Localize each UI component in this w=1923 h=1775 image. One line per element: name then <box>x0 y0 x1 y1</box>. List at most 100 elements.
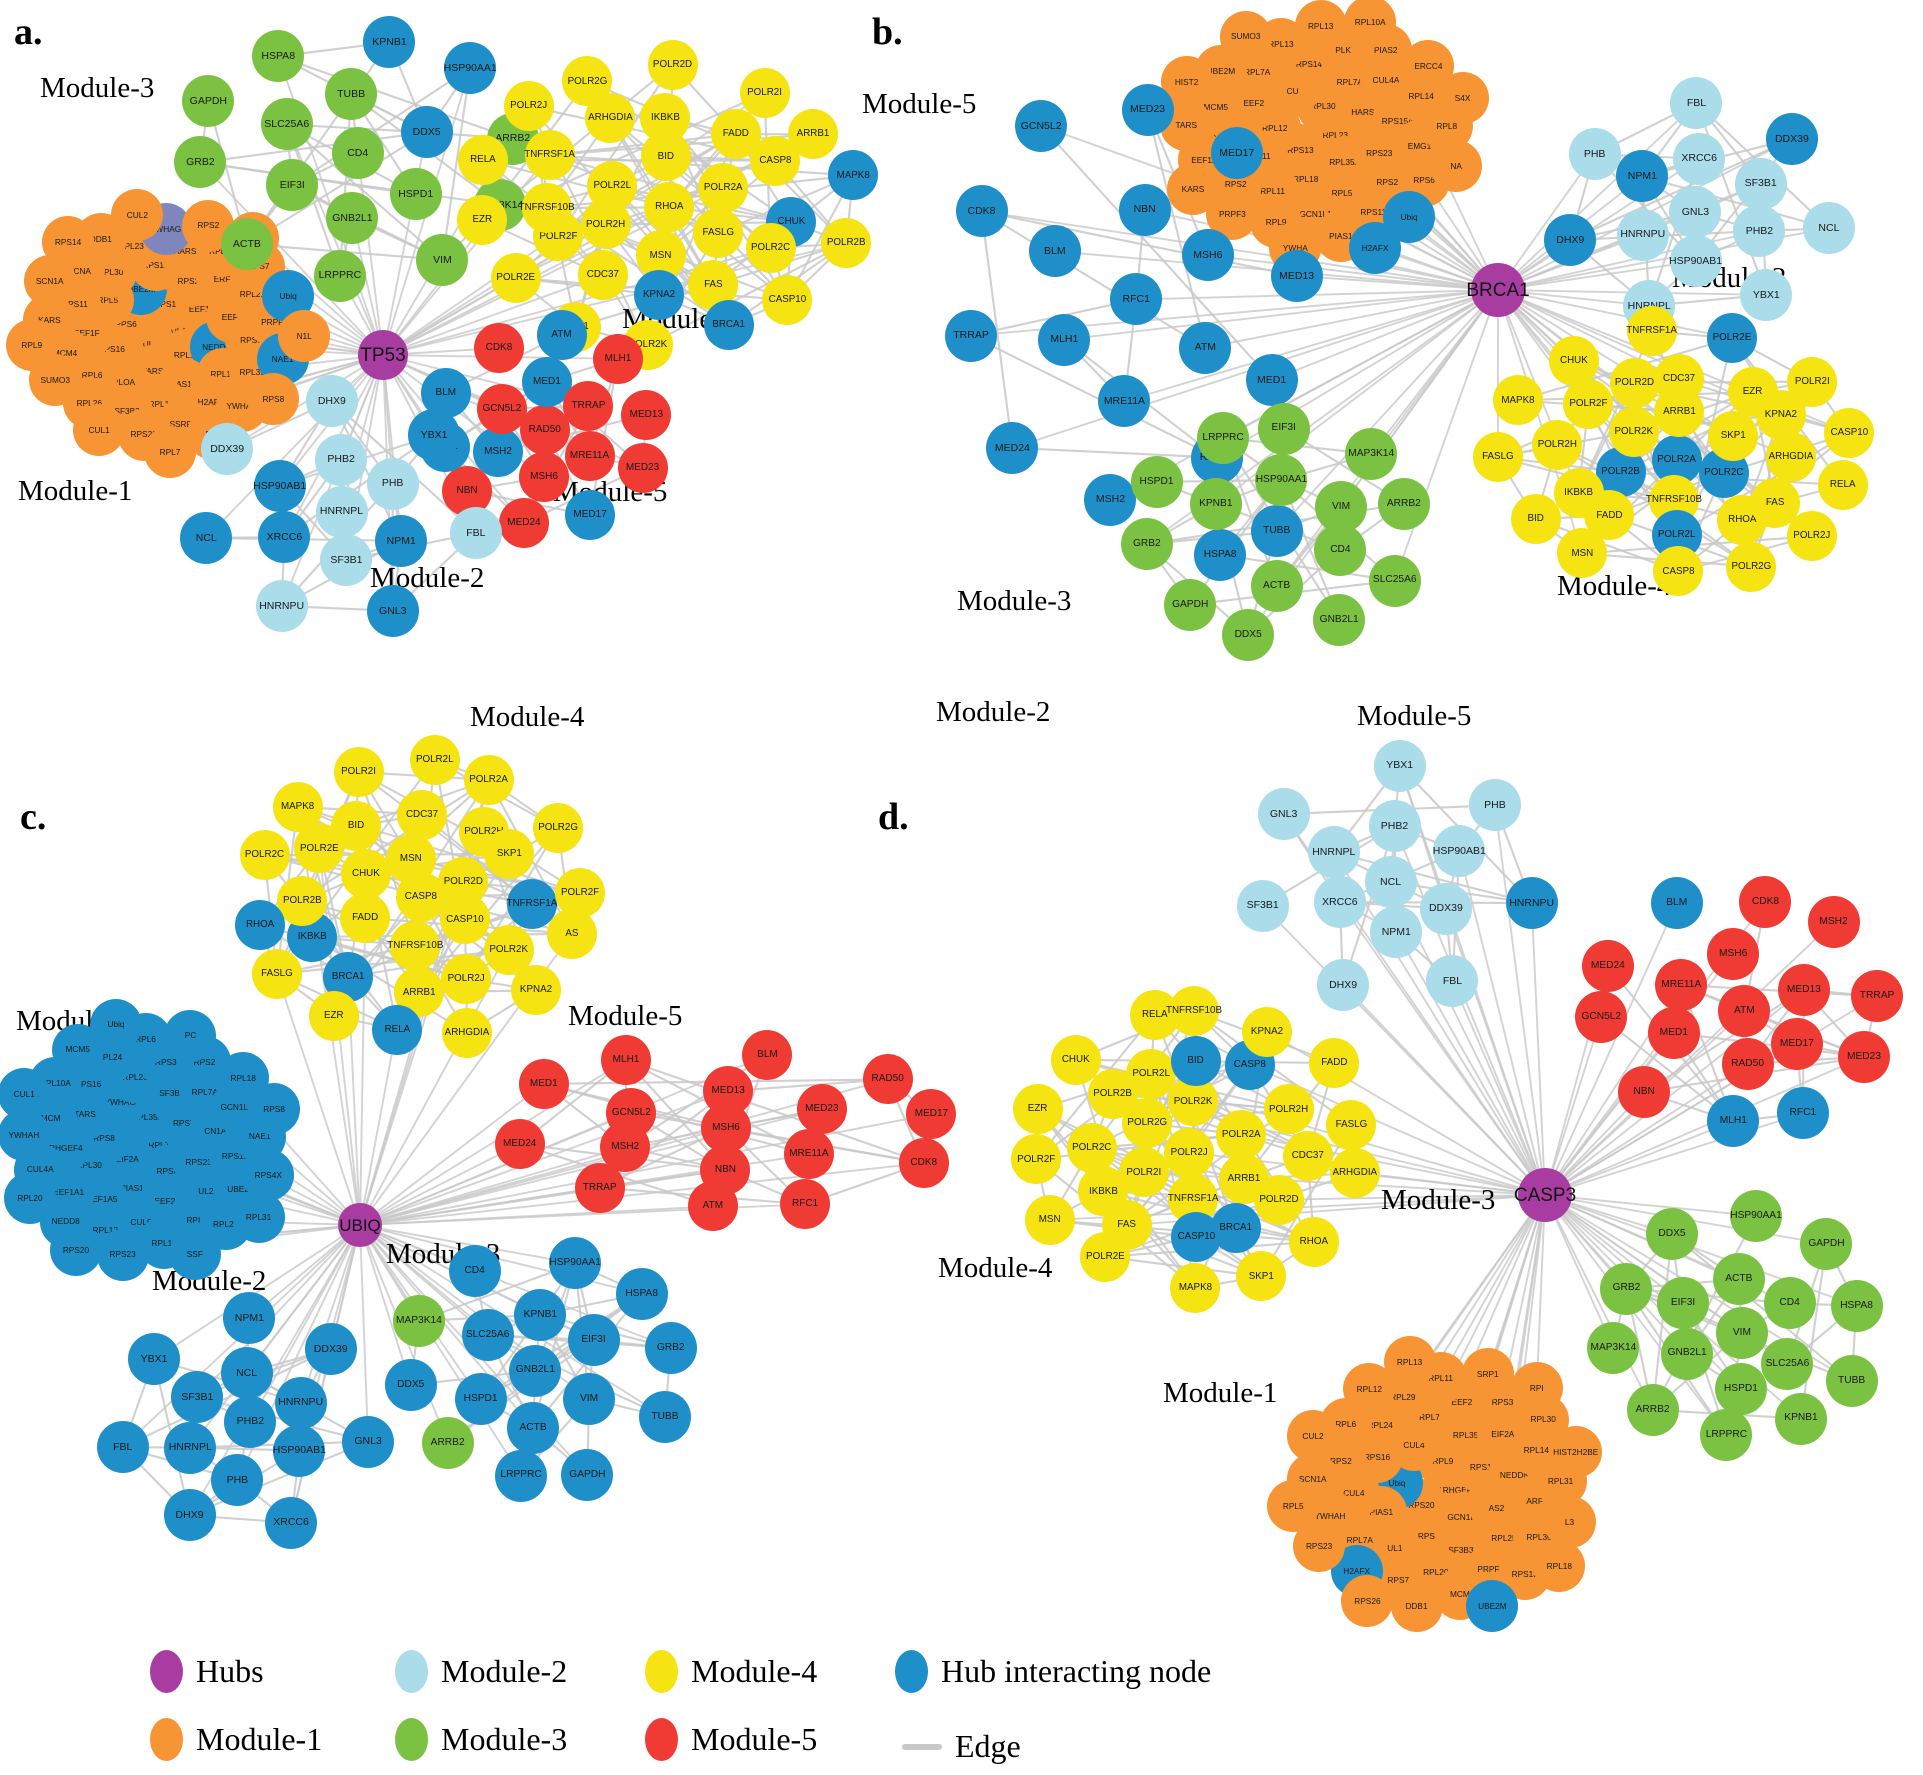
gene-node-CASP10[interactable]: CASP10 <box>1824 408 1875 459</box>
gene-node-HSPA8[interactable]: HSPA8 <box>252 30 305 83</box>
gene-node-IKBKB[interactable]: IKBKB <box>640 92 691 143</box>
gene-node-DDX39[interactable]: DDX39 <box>304 1323 357 1375</box>
gene-node-YBX1[interactable]: YBX1 <box>1373 739 1426 792</box>
gene-node-PHB[interactable]: PHB <box>1468 779 1521 832</box>
gene-node-CD4[interactable]: CD4 <box>1763 1277 1816 1330</box>
gene-node-S4X[interactable]: S4X <box>1436 72 1489 125</box>
gene-node-DHX9[interactable]: DHX9 <box>163 1489 216 1542</box>
gene-node-CDK8[interactable]: CDK8 <box>955 185 1008 238</box>
gene-node-AS[interactable]: AS <box>546 908 597 959</box>
gene-node-MED23[interactable]: MED23 <box>617 442 668 493</box>
gene-node-FASLG[interactable]: FASLG <box>1326 1100 1377 1150</box>
gene-node-SF3B1[interactable]: SF3B1 <box>1236 879 1289 932</box>
gene-node-HSP90AA1[interactable]: HSP90AA1 <box>549 1237 602 1290</box>
gene-node-CASP10[interactable]: CASP10 <box>762 275 813 326</box>
gene-node-FBL[interactable]: FBL <box>1670 77 1723 130</box>
gene-node-GNB2L1[interactable]: GNB2L1 <box>1661 1327 1714 1380</box>
gene-node-KPNA2[interactable]: KPNA2 <box>511 965 561 1016</box>
gene-node-CASP8[interactable]: CASP8 <box>1653 546 1704 597</box>
gene-node-ARRB2[interactable]: ARRB2 <box>421 1416 474 1469</box>
gene-node-SF3B1[interactable]: SF3B1 <box>171 1370 224 1423</box>
gene-node-CD4[interactable]: CD4 <box>448 1245 501 1298</box>
gene-node-HNRNPL[interactable]: HNRNPL <box>1307 826 1360 879</box>
gene-node-MED13[interactable]: MED13 <box>621 389 672 440</box>
gene-node-NA[interactable]: NA <box>1430 140 1483 193</box>
gene-node-KPNA2[interactable]: KPNA2 <box>634 270 685 321</box>
gene-node-FBL[interactable]: FBL <box>1426 955 1479 1008</box>
gene-node-MED17[interactable]: MED17 <box>1210 127 1263 180</box>
gene-node-POLR2E[interactable]: POLR2E <box>1080 1231 1131 1282</box>
gene-node-CD4[interactable]: CD4 <box>331 127 384 180</box>
gene-node-RPI[interactable]: RPI <box>1510 1361 1563 1414</box>
gene-node-XRCC6[interactable]: XRCC6 <box>258 511 311 564</box>
gene-node-TRRAP[interactable]: TRRAP <box>563 380 614 431</box>
gene-node-RPL31[interactable]: RPL31 <box>232 1191 285 1244</box>
gene-node-POLR2I[interactable]: POLR2I <box>333 747 384 798</box>
gene-node-HSPA8[interactable]: HSPA8 <box>1830 1279 1883 1332</box>
gene-node-MED17[interactable]: MED17 <box>565 490 616 541</box>
gene-node-VIM[interactable]: VIM <box>1315 480 1368 533</box>
gene-node-MED1[interactable]: MED1 <box>1245 354 1298 407</box>
gene-node-TNFRSF1A[interactable]: TNFRSF1A <box>1626 306 1677 357</box>
gene-node-TRRAP[interactable]: TRRAP <box>1851 970 1904 1023</box>
gene-node-DHX9[interactable]: DHX9 <box>1544 214 1597 267</box>
gene-node-LRPPRC[interactable]: LRPPRC <box>1700 1409 1753 1462</box>
gene-node-PHB2[interactable]: PHB2 <box>315 433 368 486</box>
gene-node-ARRB2[interactable]: ARRB2 <box>1377 477 1430 530</box>
gene-node-MLH1[interactable]: MLH1 <box>592 333 643 384</box>
gene-node-BLM[interactable]: BLM <box>1650 877 1703 930</box>
gene-node-KARS[interactable]: KARS <box>1166 163 1219 216</box>
gene-node-CDC37[interactable]: CDC37 <box>1282 1130 1333 1181</box>
gene-node-GRB2[interactable]: GRB2 <box>644 1321 697 1374</box>
gene-node-POLR2D[interactable]: POLR2D <box>1253 1174 1304 1225</box>
gene-node-MAP3K14[interactable]: MAP3K14 <box>1345 427 1398 480</box>
gene-node-POLR2D[interactable]: POLR2D <box>647 40 698 91</box>
gene-node-CDC37[interactable]: CDC37 <box>577 250 628 301</box>
hub-node-UBIQ[interactable]: UBIQ <box>338 1203 382 1247</box>
gene-node-RFC1[interactable]: RFC1 <box>780 1179 831 1230</box>
gene-node-MED23[interactable]: MED23 <box>1121 83 1174 136</box>
gene-node-MED24[interactable]: MED24 <box>498 497 549 548</box>
gene-node-MSH2[interactable]: MSH2 <box>1807 896 1860 949</box>
gene-node-RAD50[interactable]: RAD50 <box>519 404 570 455</box>
gene-node-EZR[interactable]: EZR <box>457 195 508 246</box>
gene-node-NCL[interactable]: NCL <box>1364 856 1417 909</box>
gene-node-HNRNPL[interactable]: HNRNPL <box>315 485 368 538</box>
gene-node-MED13[interactable]: MED13 <box>703 1066 754 1117</box>
gene-node-POLR2J[interactable]: POLR2J <box>441 953 492 1004</box>
gene-node-TUBB[interactable]: TUBB <box>1250 505 1303 558</box>
gene-node-ATM[interactable]: ATM <box>687 1181 738 1232</box>
gene-node-UBE2M[interactable]: UBE2M <box>1466 1579 1519 1632</box>
gene-node-KPNB1[interactable]: KPNB1 <box>1189 478 1242 531</box>
gene-node-SUMO3[interactable]: SUMO3 <box>1219 10 1272 63</box>
gene-node-SLC25A6[interactable]: SLC25A6 <box>260 98 313 151</box>
gene-node-KPNB1[interactable]: KPNB1 <box>1775 1392 1827 1445</box>
gene-node-H2AFX[interactable]: H2AFX <box>1349 221 1402 274</box>
gene-node-LRPPRC[interactable]: LRPPRC <box>495 1449 548 1502</box>
gene-node-POLR2A[interactable]: POLR2A <box>1216 1109 1267 1160</box>
gene-node-POLR2L[interactable]: POLR2L <box>587 161 638 212</box>
gene-node-LRPPRC[interactable]: LRPPRC <box>1197 411 1250 464</box>
gene-node-GRB2[interactable]: GRB2 <box>174 136 227 189</box>
gene-node-MED1[interactable]: MED1 <box>518 1058 569 1109</box>
gene-node-BLM[interactable]: BLM <box>742 1029 793 1080</box>
gene-node-GCN5L2[interactable]: GCN5L2 <box>606 1087 657 1138</box>
gene-node-MSH6[interactable]: MSH6 <box>1707 928 1760 981</box>
gene-node-MED24[interactable]: MED24 <box>986 421 1039 474</box>
gene-node-MRE11A[interactable]: MRE11A <box>564 430 615 481</box>
gene-node-ACTB[interactable]: ACTB <box>1250 559 1303 612</box>
gene-node-FASLG[interactable]: FASLG <box>693 208 744 259</box>
gene-node-ARRB1[interactable]: ARRB1 <box>788 109 839 160</box>
gene-node-POLR2D[interactable]: POLR2D <box>1609 357 1660 408</box>
gene-node-SKP1[interactable]: SKP1 <box>484 828 535 879</box>
gene-node-YBX1[interactable]: YBX1 <box>128 1333 181 1386</box>
gene-node-CUL1[interactable]: CUL1 <box>0 1067 51 1120</box>
gene-node-EIF3I[interactable]: EIF3I <box>1657 1277 1710 1330</box>
gene-node-HSPA8[interactable]: HSPA8 <box>1194 528 1247 581</box>
gene-node-MSH6[interactable]: MSH6 <box>1181 229 1234 282</box>
gene-node-HSP90AB1[interactable]: HSP90AB1 <box>253 459 306 512</box>
gene-node-PHB[interactable]: PHB <box>211 1453 264 1506</box>
gene-node-RHOA[interactable]: RHOA <box>1288 1216 1339 1267</box>
gene-node-GNL3[interactable]: GNL3 <box>1669 186 1722 239</box>
gene-node-EZR[interactable]: EZR <box>1012 1084 1063 1135</box>
